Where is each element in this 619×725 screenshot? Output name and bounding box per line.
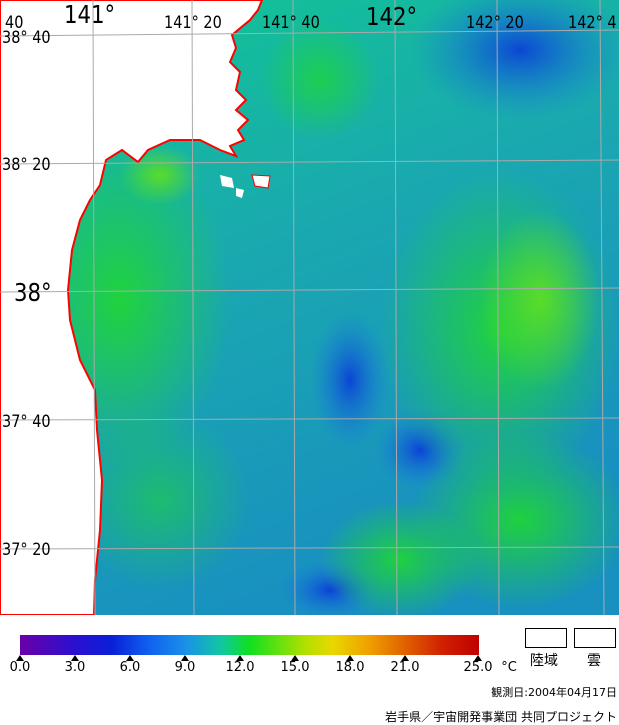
credit-text: 岩手県／宇宙開発事業団 共同プロジェクト xyxy=(385,710,617,724)
colorbar-tick-label: 6.0 xyxy=(119,660,141,675)
cloud-legend-label: 雲 xyxy=(587,653,601,669)
colorbar-tick-label: 15.0 xyxy=(280,660,310,675)
lon-label-142-20: 142° 20 xyxy=(466,13,524,33)
colorbar-tick xyxy=(16,655,24,661)
land-mass xyxy=(0,0,264,616)
colorbar-tick-label: 9.0 xyxy=(174,660,196,675)
lat-label-38-20: 38° 20 xyxy=(2,155,51,175)
observation-date: 観測日:2004年04月17日 xyxy=(491,686,617,699)
colorbar-tick-label: 0.0 xyxy=(9,660,31,675)
colorbar-tick xyxy=(474,655,482,661)
colorbar-tick xyxy=(71,655,79,661)
lat-label-37-20: 37° 20 xyxy=(2,540,51,560)
colorbar-tick-label: 12.0 xyxy=(225,660,255,675)
grid xyxy=(0,0,619,616)
colorbar-tick xyxy=(236,655,244,661)
lon-label-141: 141° xyxy=(64,0,116,29)
cloud-legend-swatch xyxy=(574,628,616,648)
land-legend-swatch xyxy=(525,628,567,648)
lat-label-38: 38° xyxy=(14,278,52,307)
lon-label-141-20: 141° 20 xyxy=(164,13,222,33)
unit-label: °C xyxy=(501,660,517,675)
colorbar-tick xyxy=(181,655,189,661)
lon-label-141-40: 141° 40 xyxy=(262,13,320,33)
colorbar-tick xyxy=(291,655,299,661)
colorbar-tick-label: 21.0 xyxy=(390,660,420,675)
lon-label-142-40: 142° 4 xyxy=(568,13,617,33)
lat-label-37-40: 37° 40 xyxy=(2,412,51,432)
temperature-colorbar xyxy=(20,635,479,655)
corner-label: 40 xyxy=(5,13,24,33)
colorbar-tick-label: 18.0 xyxy=(335,660,365,675)
map-canvas xyxy=(0,0,619,620)
land-legend-label: 陸域 xyxy=(530,653,558,669)
sea-temperature-map: 141° 141° 20 141° 40 142° 142° 20 142° 4… xyxy=(0,0,619,620)
colorbar-tick-label: 25.0 xyxy=(463,660,493,675)
colorbar-tick-label: 3.0 xyxy=(64,660,86,675)
colorbar-tick xyxy=(346,655,354,661)
lat-label-38-40: 38° 40 xyxy=(2,28,51,48)
colorbar-tick xyxy=(126,655,134,661)
lon-label-142: 142° xyxy=(366,2,418,31)
colorbar-tick xyxy=(401,655,409,661)
